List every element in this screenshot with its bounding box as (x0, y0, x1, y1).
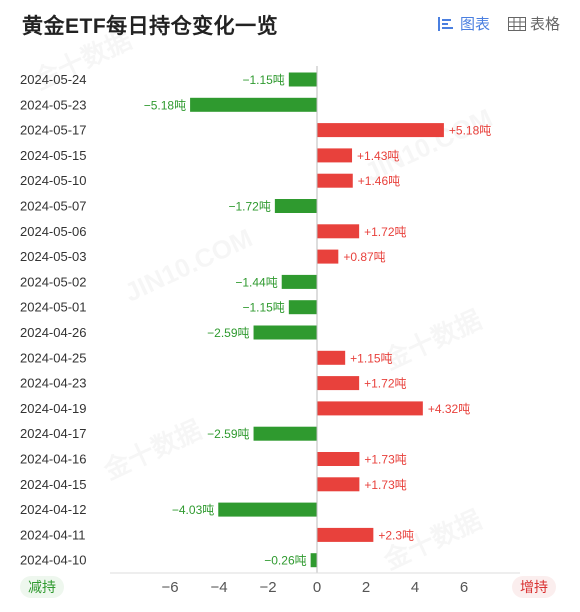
x-tick-label: −6 (161, 579, 178, 596)
legend-reduce: 减持 (20, 576, 64, 598)
bar (218, 502, 317, 517)
data-label: +1.15吨 (350, 351, 392, 365)
data-label: −2.59吨 (207, 326, 249, 340)
bar (253, 325, 317, 340)
category-label: 2024-04-25 (20, 350, 87, 365)
bar (317, 173, 353, 188)
data-label: −5.18吨 (144, 98, 186, 112)
data-label: +1.73吨 (364, 453, 406, 467)
x-tick-label: 6 (460, 579, 468, 596)
tab-table[interactable]: 表格 (507, 13, 560, 34)
bar (310, 553, 317, 568)
tab-chart[interactable]: 图表 (437, 13, 490, 34)
data-label: +0.87吨 (343, 250, 385, 264)
category-label: 2024-04-15 (20, 477, 87, 492)
category-label: 2024-05-17 (20, 123, 87, 138)
bar (317, 123, 444, 138)
bar (317, 401, 423, 416)
bar (317, 477, 360, 492)
data-label: −1.15吨 (242, 301, 284, 315)
category-label: 2024-04-19 (20, 401, 87, 416)
x-tick-label: −2 (259, 579, 276, 596)
tab-table-label: 表格 (529, 16, 560, 33)
category-label: 2024-05-10 (20, 173, 87, 188)
bar (317, 350, 346, 365)
category-label: 2024-05-23 (20, 97, 87, 112)
legend-increase: 增持 (512, 576, 556, 598)
data-label: −0.26吨 (264, 554, 306, 568)
page-title: 黄金ETF每日持仓变化一览 (22, 15, 279, 38)
category-label: 2024-04-17 (20, 426, 87, 441)
bar (190, 97, 317, 112)
bar (288, 72, 317, 87)
bar-chart-icon (437, 16, 454, 31)
bar (317, 224, 360, 239)
category-label: 2024-05-02 (20, 274, 87, 289)
bar (317, 376, 360, 391)
data-label: −1.15吨 (242, 73, 284, 87)
category-label: 2024-04-16 (20, 452, 87, 467)
data-label: −1.72吨 (228, 200, 270, 214)
data-label: −4.03吨 (172, 503, 214, 517)
category-label: 2024-05-24 (20, 72, 87, 87)
category-label: 2024-04-23 (20, 376, 87, 391)
category-label: 2024-05-15 (20, 148, 87, 163)
x-tick-label: −4 (210, 579, 227, 596)
data-label: +1.72吨 (364, 225, 406, 239)
data-label: +1.43吨 (357, 149, 399, 163)
tab-chart-label: 图表 (459, 16, 490, 33)
x-tick-label: 0 (313, 579, 321, 596)
category-label: 2024-05-07 (20, 199, 87, 214)
bar (253, 426, 317, 441)
bar (317, 452, 360, 466)
bar (281, 274, 317, 289)
bar (274, 199, 317, 213)
data-label: +1.73吨 (364, 478, 406, 492)
category-label: 2024-05-03 (20, 249, 87, 264)
data-label: +1.72吨 (364, 377, 406, 391)
category-label: 2024-04-10 (20, 553, 87, 568)
data-label: +4.32吨 (428, 402, 470, 416)
bar (317, 527, 374, 542)
view-tabs: 图表 表格 (437, 13, 560, 34)
data-label: +1.46吨 (358, 174, 400, 188)
category-label: 2024-04-11 (20, 527, 86, 542)
x-tick-label: 4 (411, 579, 419, 596)
data-label: +5.18吨 (449, 124, 491, 138)
x-tick-label: 2 (362, 579, 370, 596)
bar (317, 148, 353, 163)
category-label: 2024-04-26 (20, 325, 87, 340)
bar (288, 300, 317, 315)
data-label: +2.3吨 (378, 528, 414, 542)
category-label: 2024-04-12 (20, 502, 87, 517)
data-label: −2.59吨 (207, 427, 249, 441)
data-label: −1.44吨 (235, 275, 277, 289)
category-label: 2024-05-06 (20, 224, 87, 239)
table-icon (507, 16, 526, 31)
bar (317, 249, 339, 264)
category-label: 2024-05-01 (20, 300, 87, 315)
